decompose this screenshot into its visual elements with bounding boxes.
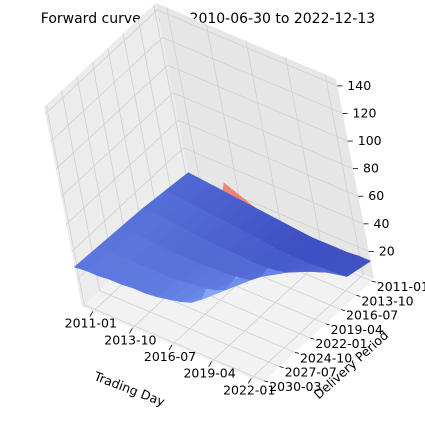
y-tick-mark xyxy=(294,352,300,354)
x-tick-mark xyxy=(89,311,94,317)
y-tick-label: 2027-07 xyxy=(285,365,337,380)
y-tick-mark xyxy=(325,323,330,326)
y-tick-label: 2030-03 xyxy=(269,379,321,394)
x-tick-label: 2011-01 xyxy=(65,316,117,331)
y-tick-label: 2019-04 xyxy=(331,322,383,337)
surface-cell xyxy=(334,255,372,277)
surface-plot xyxy=(73,172,372,303)
x-tick-mark xyxy=(247,378,252,384)
x-tick-mark xyxy=(208,361,212,367)
grid-line xyxy=(166,7,206,208)
z-tick-label: 100 xyxy=(358,133,382,148)
y-tick-mark xyxy=(340,309,346,311)
y-tick-mark xyxy=(264,380,269,383)
axis-ticks: 2011-012013-102016-072019-042022-012011-… xyxy=(65,78,425,398)
grid-line xyxy=(60,92,354,197)
y-tick-label: 2016-07 xyxy=(346,308,398,323)
grid-line xyxy=(206,24,245,225)
z-tick-label: 80 xyxy=(363,161,379,176)
x-tick-label: 2022-01 xyxy=(223,382,275,397)
grid-line xyxy=(245,40,285,242)
x-tick-mark xyxy=(168,344,173,351)
grid-line xyxy=(45,104,85,305)
x-tick-label: 2016-07 xyxy=(144,349,196,364)
y-tick-mark xyxy=(279,366,284,369)
y-tick-mark xyxy=(356,294,361,297)
z-tick-label: 60 xyxy=(368,188,384,203)
y-tick-mark xyxy=(310,337,315,340)
x-tick-label: 2019-04 xyxy=(183,366,235,381)
z-tick-label: 140 xyxy=(347,78,371,93)
x-axis-label: Trading Day xyxy=(91,368,167,409)
z-tick-label: 20 xyxy=(379,243,395,258)
grid-line xyxy=(250,274,364,379)
z-tick-label: 120 xyxy=(353,105,377,120)
grid-line xyxy=(99,290,280,368)
y-tick-label: 2022-01 xyxy=(315,336,367,351)
y-tick-label: 2011-01 xyxy=(377,279,425,294)
grid-line xyxy=(45,9,338,115)
grid-line xyxy=(84,304,265,382)
grid-line xyxy=(71,147,364,253)
y-tick-label: 2013-10 xyxy=(361,293,413,308)
grid-line xyxy=(55,64,348,170)
grid-line xyxy=(66,119,359,225)
x-tick-label: 2013-10 xyxy=(104,332,156,347)
y-tick-mark xyxy=(371,280,376,283)
z-tick-label: 40 xyxy=(374,216,390,231)
chart-title: Forward curves from 2010-06-30 to 2022-1… xyxy=(41,11,375,27)
grid-line xyxy=(324,74,364,275)
y-tick-label: 2024-10 xyxy=(300,350,352,365)
grid-line xyxy=(211,257,324,363)
x-tick-mark xyxy=(129,328,133,334)
grid-line xyxy=(285,57,324,258)
grid-line xyxy=(50,37,343,142)
grid-line xyxy=(138,19,177,220)
grid-line xyxy=(153,5,193,206)
